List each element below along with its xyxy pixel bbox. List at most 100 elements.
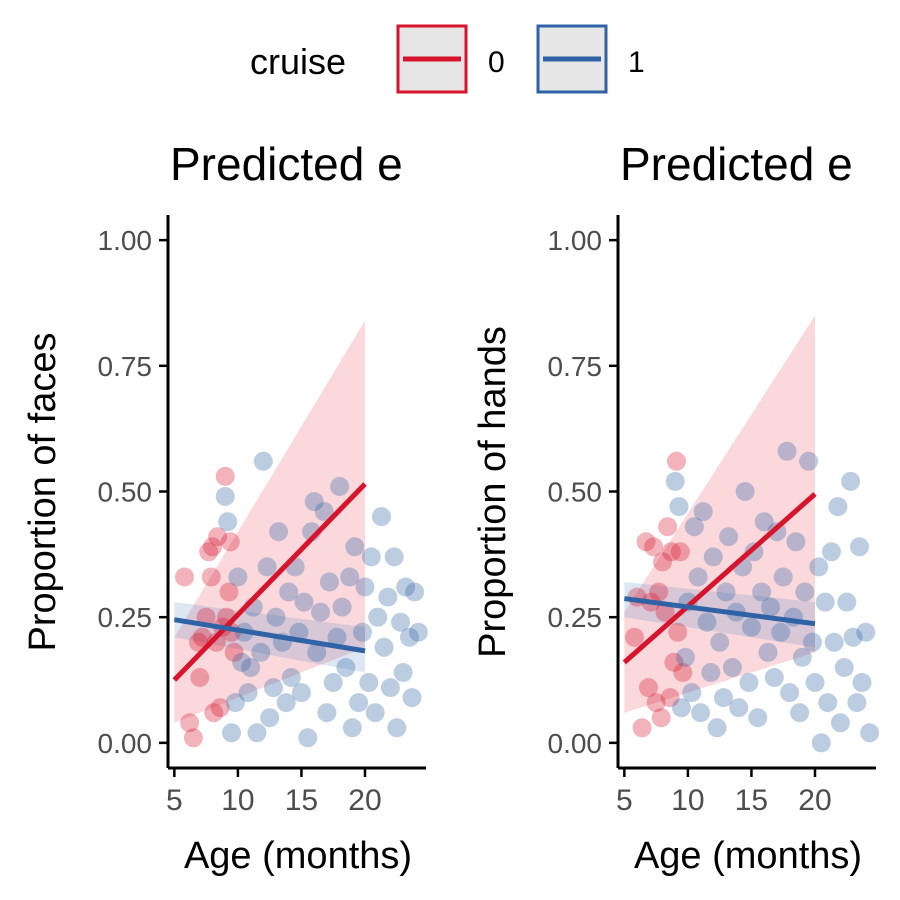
faces-point-series-1-32 (317, 703, 337, 723)
panel-hands-plot: 0.00 0.25 0.50 0.75 1.00 5 10 15 20 (548, 215, 880, 817)
hands-point-series-1-8 (691, 703, 711, 723)
faces-point-series-0-18 (220, 532, 240, 552)
faces-point-series-1-57 (396, 577, 416, 597)
hands-point-series-0-2 (632, 718, 652, 738)
faces-point-series-1-54 (387, 718, 407, 738)
faces-x-tick-label-1: 10 (221, 784, 254, 817)
hands-point-series-1-53 (834, 658, 854, 677)
faces-point-series-0-11 (206, 632, 226, 652)
faces-point-series-1-5 (232, 652, 252, 672)
hands-point-series-1-39 (790, 703, 810, 723)
faces-point-series-0-0 (175, 567, 194, 587)
hands-point-series-1-58 (850, 537, 869, 557)
hands-point-series-1-40 (792, 647, 812, 667)
faces-point-series-1-46 (361, 547, 381, 567)
hands-point-series-0-18 (670, 542, 690, 562)
hands-point-series-1-26 (748, 708, 768, 728)
faces-point-series-1-44 (355, 577, 375, 597)
hands-point-series-1-9 (693, 502, 713, 522)
faces-point-series-1-19 (276, 693, 296, 713)
faces-point-series-1-30 (311, 602, 330, 622)
faces-x-tick-label-2: 15 (285, 784, 318, 817)
legend-key-1 (536, 24, 608, 94)
hands-point-series-0-10 (653, 552, 672, 572)
hands-point-series-1-18 (722, 658, 742, 677)
faces-point-series-1-60 (405, 582, 425, 602)
hands-point-series-1-33 (771, 622, 791, 642)
hands-point-series-1-10 (697, 612, 717, 632)
faces-point-series-1-39 (340, 567, 360, 587)
hands-point-series-0-7 (646, 693, 666, 713)
faces-point-series-0-17 (219, 582, 239, 602)
hands-point-series-1-42 (799, 451, 819, 471)
hands-point-series-0-3 (636, 532, 656, 552)
hands-point-series-1-6 (684, 517, 704, 537)
hands-point-series-1-1 (669, 497, 689, 517)
hands-point-series-1-32 (767, 522, 787, 542)
hands-point-series-1-57 (847, 693, 867, 713)
hands-y-tick-label-0: 0.00 (548, 728, 603, 759)
faces-point-series-1-61 (408, 622, 428, 642)
faces-point-series-1-35 (327, 627, 347, 647)
hands-point-series-1-25 (744, 542, 764, 562)
hands-point-series-1-3 (675, 647, 695, 667)
faces-point-series-1-45 (359, 673, 379, 692)
faces-point-series-1-15 (264, 678, 283, 698)
faces-point-series-1-1 (218, 512, 238, 532)
faces-point-series-1-50 (374, 637, 394, 657)
faces-point-series-1-13 (257, 557, 277, 577)
faces-point-series-1-38 (336, 658, 356, 677)
faces-point-series-0-15 (215, 466, 235, 486)
faces-point-series-0-1 (180, 713, 200, 733)
faces-point-series-1-0 (215, 487, 235, 506)
faces-point-series-1-24 (291, 683, 311, 703)
hands-point-series-0-15 (664, 652, 684, 672)
faces-y-tick-label-4: 1.00 (98, 225, 153, 256)
faces-point-series-0-4 (190, 668, 210, 687)
faces-band-series-0 (174, 320, 365, 723)
faces-point-series-1-12 (253, 451, 273, 471)
hands-fit-line-series-0 (622, 492, 817, 665)
hands-point-series-1-60 (856, 622, 876, 642)
hands-point-series-0-0 (625, 627, 644, 647)
hands-point-series-1-14 (710, 632, 730, 652)
hands-point-series-0-17 (668, 622, 688, 642)
faces-point-series-1-34 (323, 673, 343, 692)
hands-point-series-0-12 (658, 517, 678, 537)
hands-point-series-1-27 (752, 582, 772, 602)
faces-point-series-1-49 (372, 507, 391, 527)
faces-point-series-0-2 (183, 728, 203, 748)
hands-point-series-1-31 (764, 668, 784, 687)
hands-point-series-1-34 (773, 567, 793, 587)
faces-point-series-1-33 (319, 572, 339, 592)
hands-point-series-1-23 (739, 673, 759, 692)
faces-point-series-1-53 (384, 547, 404, 567)
hands-point-series-1-5 (682, 683, 702, 703)
hands-point-series-1-46 (811, 733, 831, 753)
hands-point-series-0-4 (639, 678, 658, 698)
hands-x-tick-label-2: 15 (735, 784, 768, 817)
hands-point-series-1-43 (803, 632, 822, 652)
panel-faces: Predicted e 0.000.250.500.751.005 10 15 20 … (22, 138, 428, 877)
hands-point-series-1-11 (701, 663, 721, 682)
hands-point-series-1-28 (754, 512, 774, 532)
faces-point-series-0-9 (203, 537, 222, 557)
faces-point-series-0-7 (199, 542, 219, 562)
hands-point-series-0-19 (673, 663, 693, 682)
hands-point-series-1-17 (719, 527, 739, 547)
hands-band-series-1 (624, 581, 815, 648)
panel-faces-plot: 0.00 0.25 0.50 0.75 1.00 5 10 15 20 (98, 215, 428, 817)
hands-point-series-1-41 (795, 582, 815, 602)
faces-point-series-1-48 (368, 607, 388, 627)
hands-x-tick-label-1: 10 (671, 784, 704, 817)
faces-y-tick-label-0: 0.00 (98, 728, 153, 759)
hands-point-series-1-48 (818, 693, 838, 713)
hands-y-tick-label-3: 0.75 (548, 351, 603, 382)
faces-point-series-1-20 (279, 582, 299, 602)
faces-point-series-1-58 (400, 627, 419, 647)
hands-point-series-1-50 (824, 632, 844, 652)
faces-point-series-1-52 (380, 678, 400, 698)
faces-point-series-1-56 (393, 663, 413, 682)
hands-point-series-0-8 (649, 582, 669, 602)
faces-point-series-1-29 (307, 642, 327, 662)
